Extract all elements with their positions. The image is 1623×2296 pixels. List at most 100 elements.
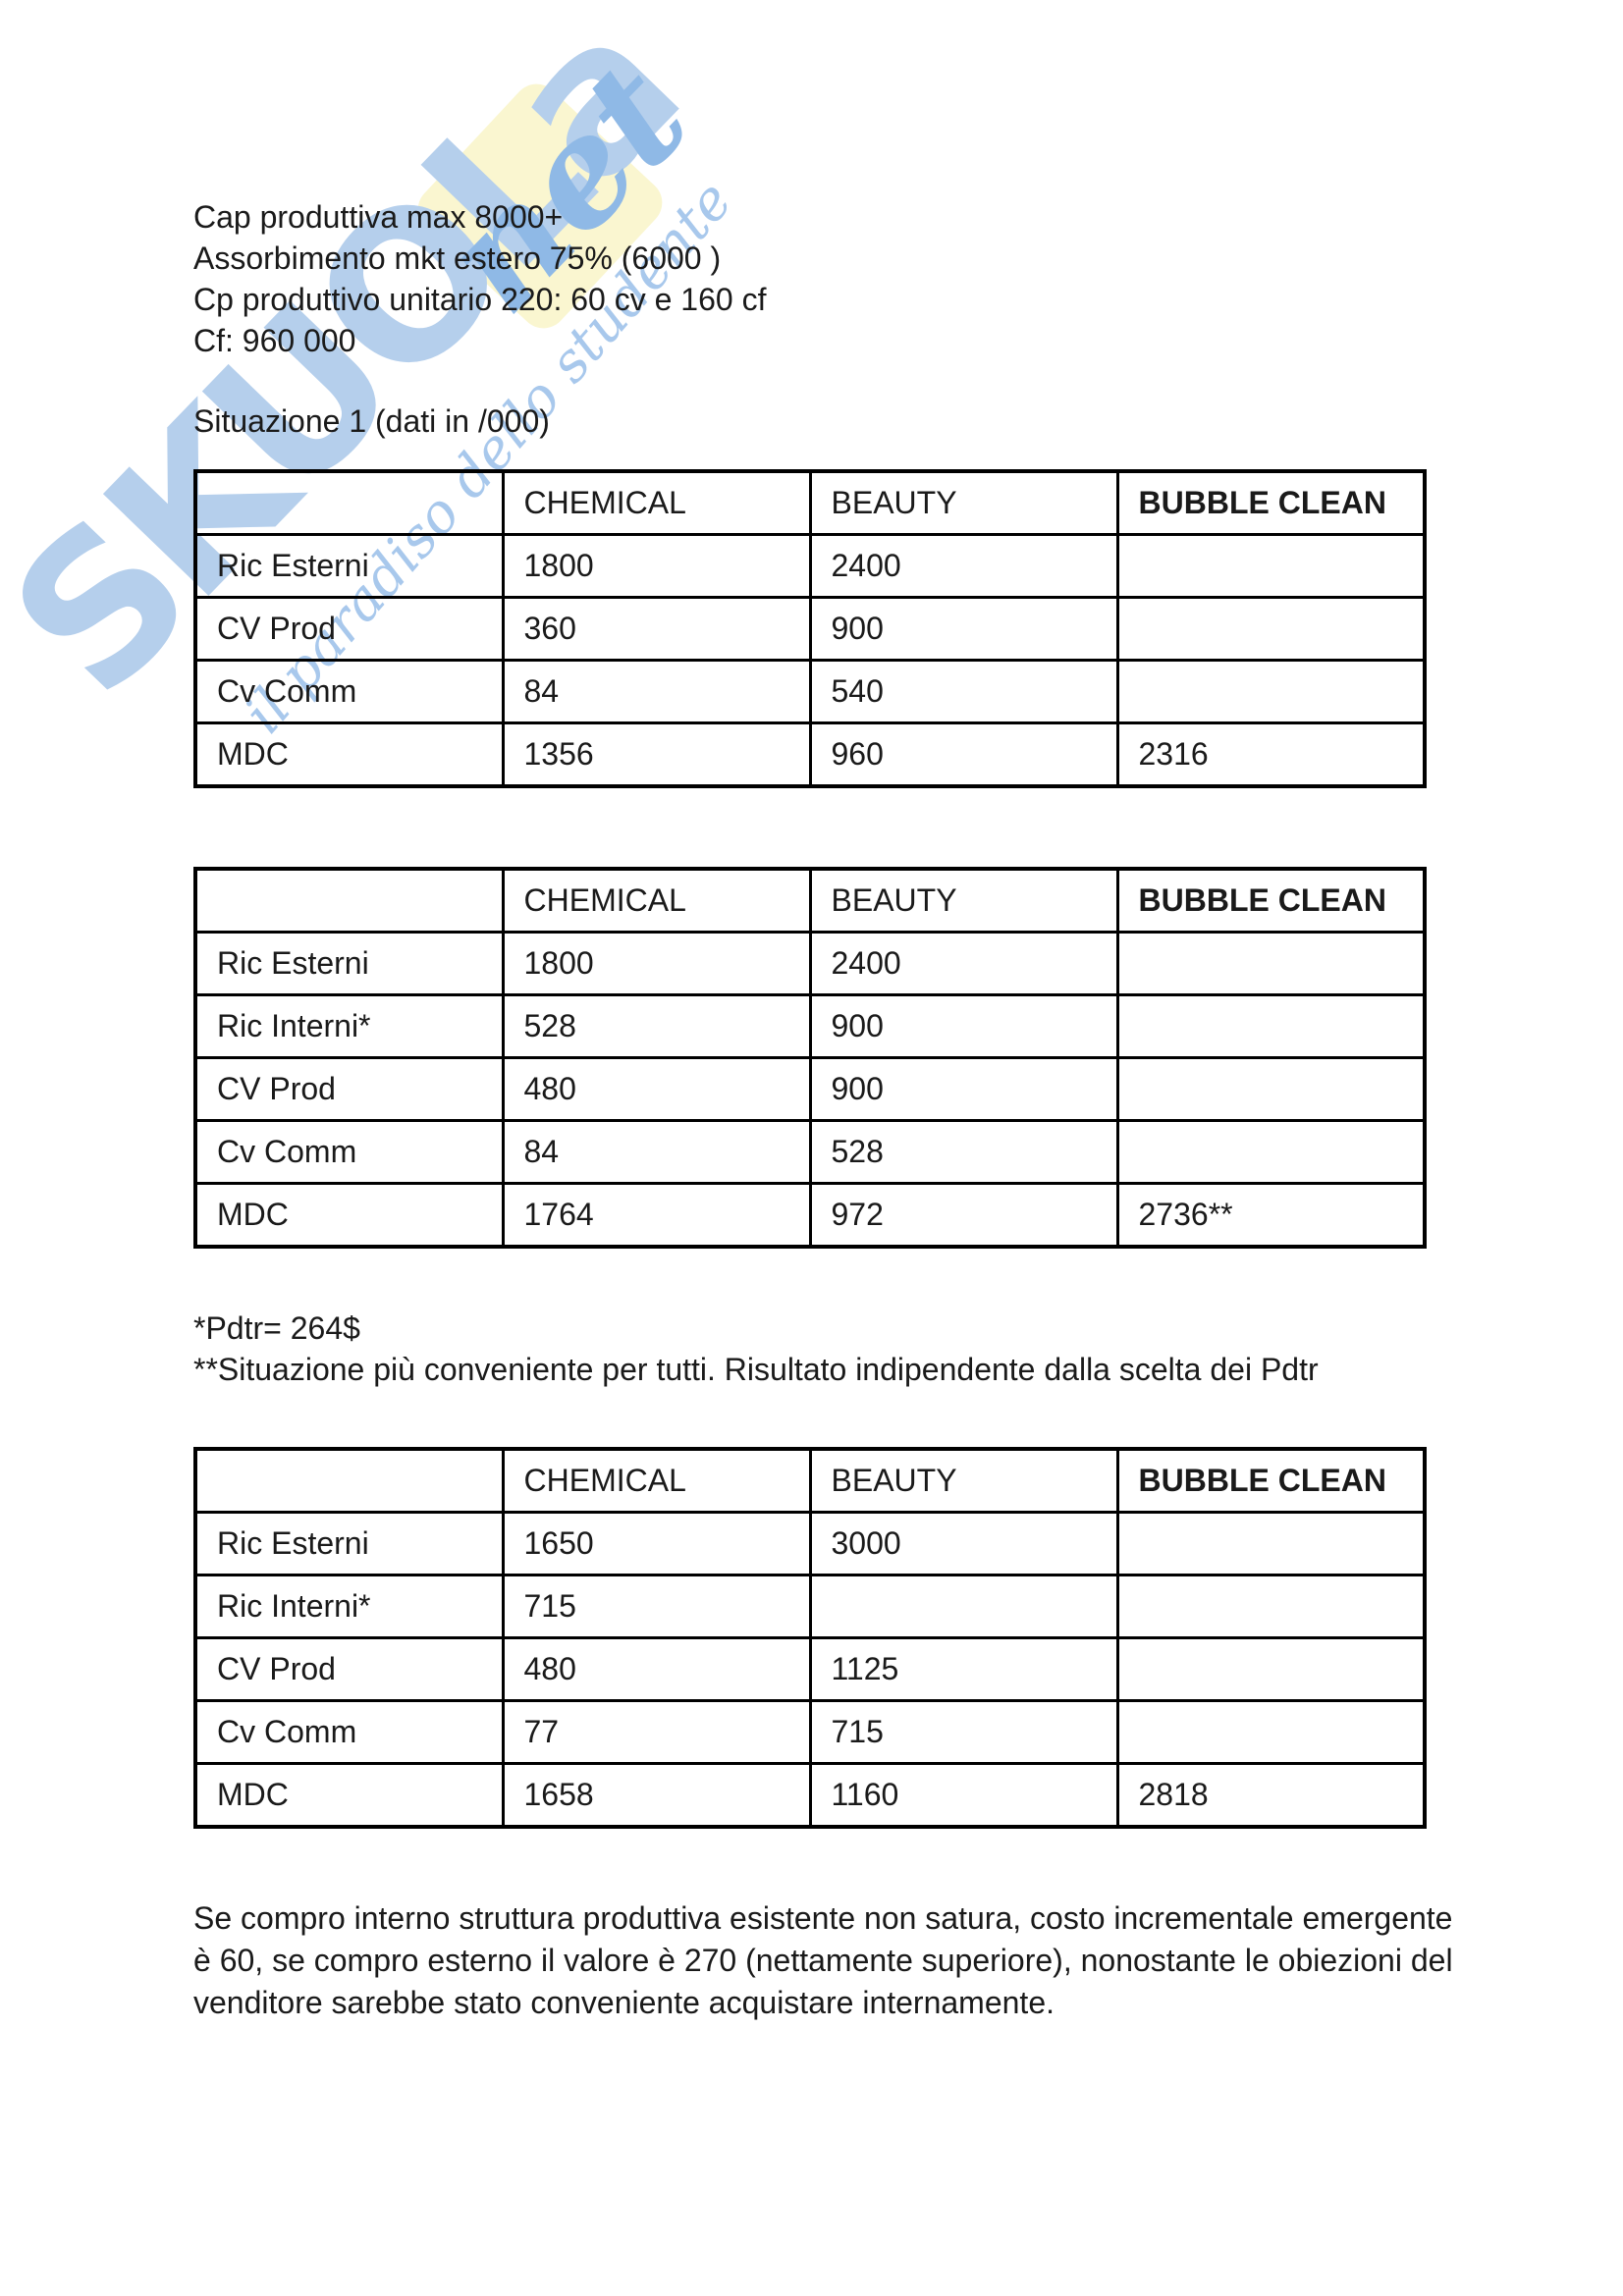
intro-line-cp-produttivo: Cp produttivo unitario 220: 60 cv e 160 … <box>193 282 767 317</box>
cell-beauty: 972 <box>808 1182 1119 1249</box>
intro-line-cap-produttiva: Cap produttiva max 8000+ <box>193 199 564 235</box>
cell-chemical: 1658 <box>501 1762 812 1829</box>
column-header-beauty: BEAUTY <box>808 469 1119 536</box>
cell-bubble-clean <box>1115 993 1427 1059</box>
table-row: Ric Interni* 715 <box>193 1574 1427 1639</box>
cell-chemical: 480 <box>501 1056 812 1122</box>
cell-beauty: 3000 <box>808 1511 1119 1576</box>
table-row: Cv Comm 84 540 <box>193 659 1427 724</box>
table-row: CV Prod 360 900 <box>193 596 1427 662</box>
cell-beauty: 900 <box>808 1056 1119 1122</box>
cell-chemical: 84 <box>501 659 812 724</box>
corner-cell <box>193 1447 505 1514</box>
column-header-bubble-clean: BUBBLE CLEAN <box>1115 469 1427 536</box>
intro-line-cf: Cf: 960 000 <box>193 323 356 358</box>
cell-chemical: 77 <box>501 1699 812 1765</box>
intro-line-assorbimento: Assorbimento mkt estero 75% (6000 ) <box>193 240 722 276</box>
cell-beauty: 900 <box>808 993 1119 1059</box>
cell-beauty: 960 <box>808 721 1119 788</box>
row-label: Ric Esterni <box>193 533 505 599</box>
table-row: MDC 1764 972 2736** <box>193 1182 1427 1249</box>
column-header-chemical: CHEMICAL <box>501 867 812 934</box>
cell-beauty: 2400 <box>808 533 1119 599</box>
cell-chemical: 1356 <box>501 721 812 788</box>
table-row: Ric Esterni 1800 2400 <box>193 931 1427 996</box>
cell-bubble-clean <box>1115 1056 1427 1122</box>
cell-bubble-clean <box>1115 1574 1427 1639</box>
cell-beauty: 528 <box>808 1119 1119 1185</box>
cell-chemical: 360 <box>501 596 812 662</box>
cell-chemical: 84 <box>501 1119 812 1185</box>
cell-bubble-clean: 2736** <box>1115 1182 1427 1249</box>
table-row: MDC 1658 1160 2818 <box>193 1762 1427 1829</box>
row-label: CV Prod <box>193 596 505 662</box>
column-header-beauty: BEAUTY <box>808 1447 1119 1514</box>
closing-paragraph: Se compro interno struttura produttiva e… <box>193 1900 1453 2020</box>
cell-beauty: 2400 <box>808 931 1119 996</box>
table-row: Cv Comm 77 715 <box>193 1699 1427 1765</box>
document-content: Cap produttiva max 8000+ Assorbimento mk… <box>193 0 1470 2024</box>
cell-chemical: 480 <box>501 1636 812 1702</box>
table-situazione-2: CHEMICAL BEAUTY BUBBLE CLEAN Ric Esterni… <box>193 867 1427 1249</box>
column-header-bubble-clean: BUBBLE CLEAN <box>1115 867 1427 934</box>
column-header-beauty: BEAUTY <box>808 867 1119 934</box>
row-label: Cv Comm <box>193 659 505 724</box>
cell-chemical: 1800 <box>501 533 812 599</box>
row-label: Cv Comm <box>193 1699 505 1765</box>
cell-beauty: 1125 <box>808 1636 1119 1702</box>
cell-chemical: 528 <box>501 993 812 1059</box>
header-row: CHEMICAL BEAUTY BUBBLE CLEAN <box>193 867 1427 934</box>
cell-bubble-clean: 2818 <box>1115 1762 1427 1829</box>
cell-beauty: 540 <box>808 659 1119 724</box>
column-header-chemical: CHEMICAL <box>501 469 812 536</box>
row-label: Ric Interni* <box>193 1574 505 1639</box>
intro-block: Cap produttiva max 8000+ Assorbimento mk… <box>193 196 1470 361</box>
header-row: CHEMICAL BEAUTY BUBBLE CLEAN <box>193 1447 1427 1514</box>
cell-beauty: 900 <box>808 596 1119 662</box>
row-label: Ric Esterni <box>193 931 505 996</box>
header-row: CHEMICAL BEAUTY BUBBLE CLEAN <box>193 469 1427 536</box>
cell-chemical: 1800 <box>501 931 812 996</box>
row-label: Cv Comm <box>193 1119 505 1185</box>
table-row: Ric Esterni 1800 2400 <box>193 533 1427 599</box>
cell-bubble-clean <box>1115 1119 1427 1185</box>
corner-cell <box>193 469 505 536</box>
cell-chemical: 1764 <box>501 1182 812 1249</box>
cell-beauty <box>808 1574 1119 1639</box>
row-label: MDC <box>193 1762 505 1829</box>
cell-bubble-clean <box>1115 931 1427 996</box>
row-label: Ric Interni* <box>193 993 505 1059</box>
footnote-situazione: **Situazione più conveniente per tutti. … <box>193 1352 1319 1387</box>
cell-bubble-clean <box>1115 1511 1427 1576</box>
cell-bubble-clean: 2316 <box>1115 721 1427 788</box>
row-label: CV Prod <box>193 1056 505 1122</box>
corner-cell <box>193 867 505 934</box>
table-row: Ric Interni* 528 900 <box>193 993 1427 1059</box>
row-label: Ric Esterni <box>193 1511 505 1576</box>
cell-bubble-clean <box>1115 659 1427 724</box>
cell-chemical: 715 <box>501 1574 812 1639</box>
table-row: CV Prod 480 1125 <box>193 1636 1427 1702</box>
table-row: Ric Esterni 1650 3000 <box>193 1511 1427 1576</box>
cell-bubble-clean <box>1115 596 1427 662</box>
row-label: MDC <box>193 721 505 788</box>
footnotes-block: *Pdtr= 264$ **Situazione più conveniente… <box>193 1308 1470 1390</box>
row-label: CV Prod <box>193 1636 505 1702</box>
column-header-chemical: CHEMICAL <box>501 1447 812 1514</box>
column-header-bubble-clean: BUBBLE CLEAN <box>1115 1447 1427 1514</box>
footnote-pdtr: *Pdtr= 264$ <box>193 1310 360 1346</box>
cell-chemical: 1650 <box>501 1511 812 1576</box>
cell-bubble-clean <box>1115 533 1427 599</box>
section-title: Situazione 1 (dati in /000) <box>193 403 550 439</box>
table-situazione-1: CHEMICAL BEAUTY BUBBLE CLEAN Ric Esterni… <box>193 469 1427 788</box>
table-situazione-3: CHEMICAL BEAUTY BUBBLE CLEAN Ric Esterni… <box>193 1447 1427 1829</box>
row-label: MDC <box>193 1182 505 1249</box>
cell-bubble-clean <box>1115 1699 1427 1765</box>
cell-beauty: 1160 <box>808 1762 1119 1829</box>
cell-beauty: 715 <box>808 1699 1119 1765</box>
table-row: CV Prod 480 900 <box>193 1056 1427 1122</box>
table-row: MDC 1356 960 2316 <box>193 721 1427 788</box>
cell-bubble-clean <box>1115 1636 1427 1702</box>
table-row: Cv Comm 84 528 <box>193 1119 1427 1185</box>
